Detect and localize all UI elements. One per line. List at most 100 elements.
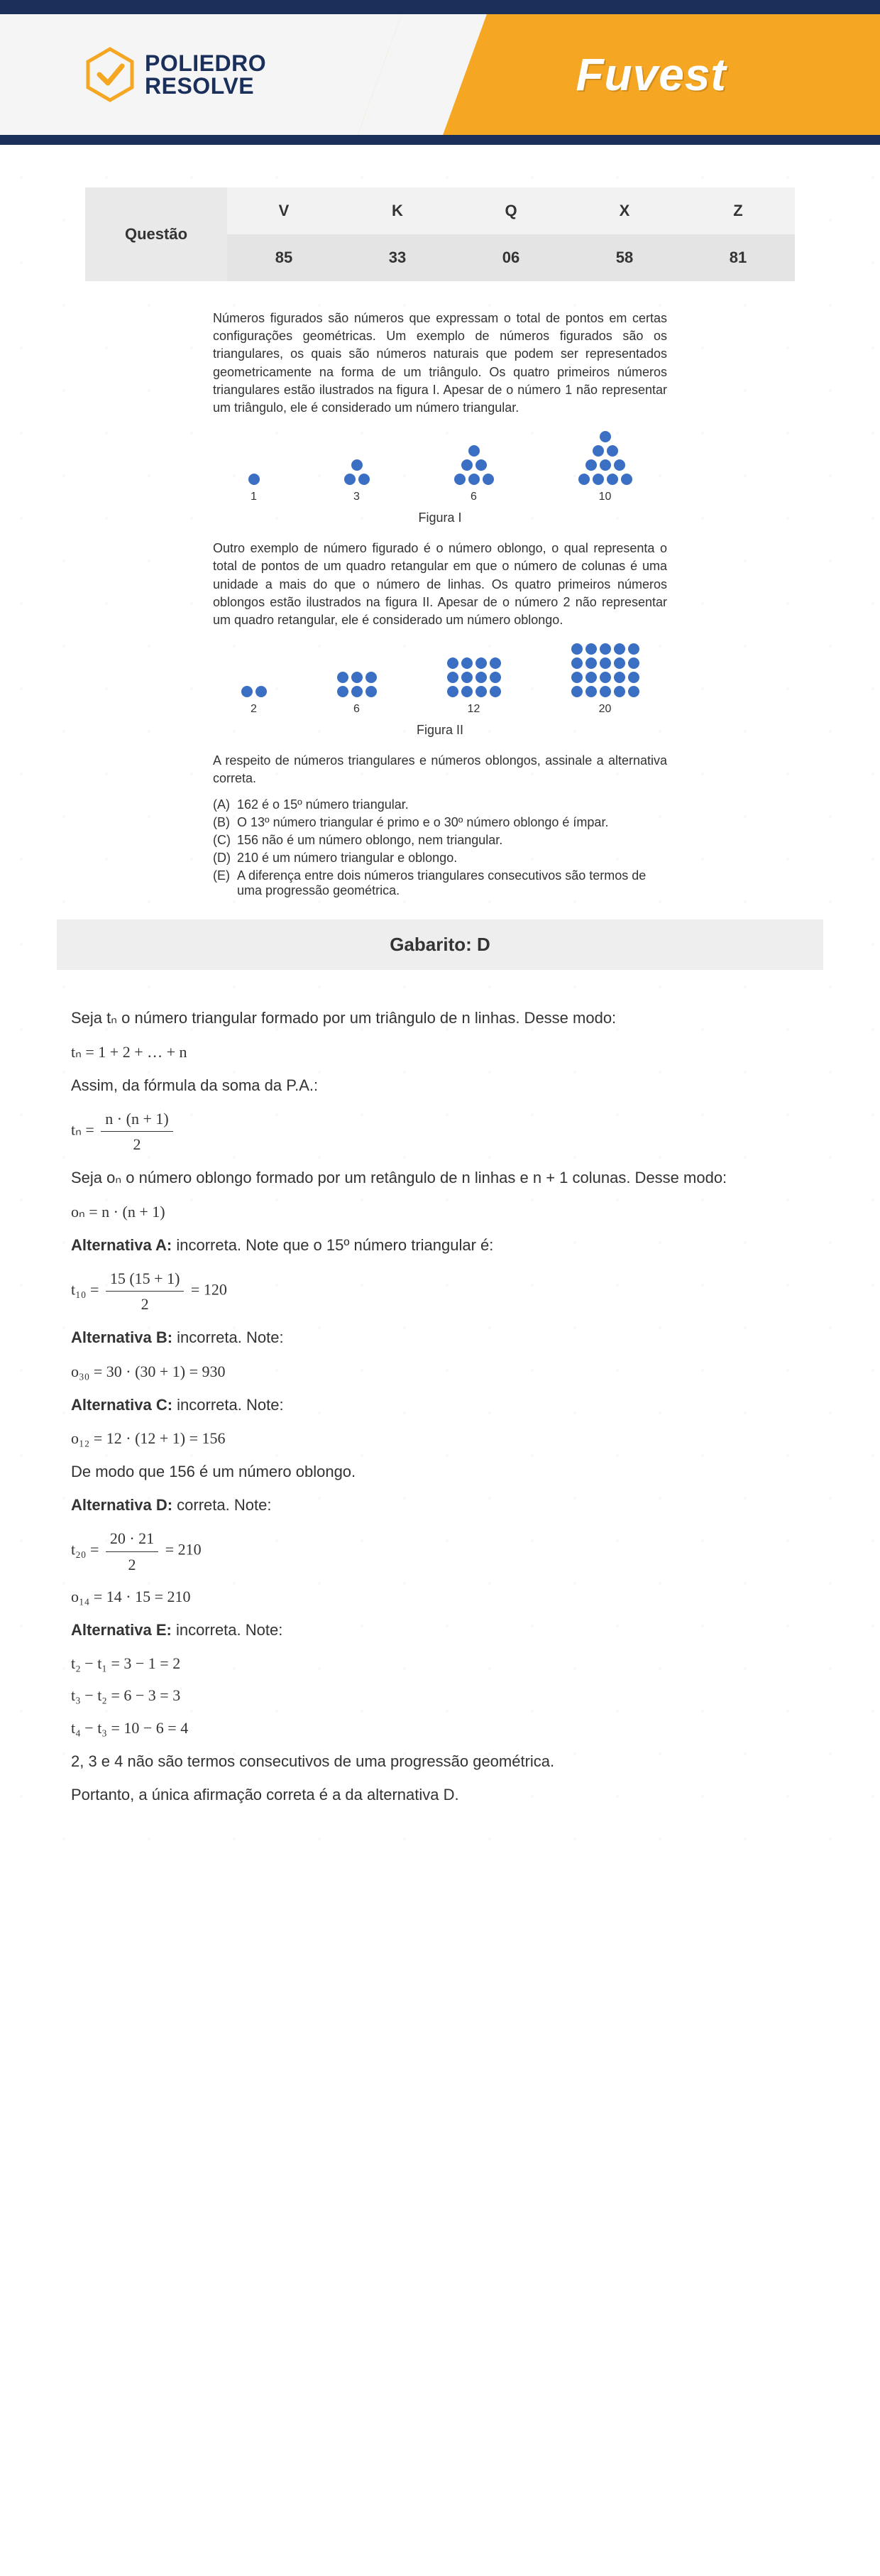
- dot-icon: [600, 686, 611, 697]
- alt-c-text: incorreta. Note:: [172, 1396, 284, 1414]
- solution: Seja tₙ o número triangular formado por …: [57, 1005, 823, 1807]
- dot-icon: [344, 474, 356, 485]
- solution-eq: oₙ = n · (n + 1): [71, 1199, 809, 1224]
- dot-icon: [365, 686, 377, 697]
- dot-icon: [600, 672, 611, 683]
- dot-icon: [585, 459, 597, 471]
- dot-icon: [628, 686, 639, 697]
- alt-b-eq: o₃₀ = 30 · (30 + 1) = 930: [71, 1359, 809, 1384]
- col-head: Z: [681, 187, 795, 234]
- dot-icon: [461, 657, 473, 669]
- dot-icon: [614, 672, 625, 683]
- alt-c-head: Alternativa C:: [71, 1396, 172, 1414]
- figure-label: 6: [353, 703, 360, 716]
- dot-icon: [571, 643, 583, 655]
- dot-icon: [614, 657, 625, 669]
- dot-icon: [255, 686, 267, 697]
- alt-e-text: incorreta. Note:: [172, 1621, 283, 1639]
- dot-icon: [571, 686, 583, 697]
- alt-e-head: Alternativa E:: [71, 1621, 172, 1639]
- alternative: (A)162 é o 15º número triangular.: [213, 797, 667, 812]
- alternative: (C)156 não é um número oblongo, nem tria…: [213, 833, 667, 848]
- question-prompt: A respeito de números triangulares e núm…: [213, 752, 667, 787]
- accent-bar: [0, 135, 880, 145]
- figure-2: 2 6 12 20 Figura II: [213, 643, 667, 738]
- alt-b-head: Alternativa B:: [71, 1328, 172, 1346]
- dot-icon: [621, 474, 632, 485]
- col-val: 85: [227, 234, 341, 281]
- figure-1-caption: Figura I: [213, 511, 667, 525]
- alt-d-eq1: t₂₀ = 20 · 21 2 = 210: [71, 1526, 809, 1576]
- dot-icon: [468, 474, 480, 485]
- eq-lhs: t₂₀ =: [71, 1541, 99, 1559]
- dot-icon: [628, 672, 639, 683]
- alt-b-analysis: Alternativa B: incorreta. Note:: [71, 1325, 809, 1350]
- dot-icon: [475, 657, 487, 669]
- dot-icon: [351, 459, 363, 471]
- dot-icon: [337, 672, 348, 683]
- logo-line2: RESOLVE: [145, 75, 266, 97]
- dot-icon: [585, 686, 597, 697]
- eq-rhs: = 210: [165, 1541, 202, 1559]
- dot-icon: [614, 459, 625, 471]
- dot-icon: [600, 431, 611, 442]
- col-val: 06: [454, 234, 568, 281]
- dot-icon: [351, 686, 363, 697]
- dot-icon: [454, 474, 466, 485]
- col-val: 33: [341, 234, 454, 281]
- eq-rhs: = 120: [191, 1281, 227, 1299]
- dot-icon: [614, 686, 625, 697]
- figure-label: 2: [251, 703, 257, 716]
- dot-icon: [571, 657, 583, 669]
- figure-1: 13610 Figura I: [213, 431, 667, 525]
- alt-e-eq: t₄ − t₃ = 10 − 6 = 4: [71, 1715, 809, 1740]
- alt-a-head: Alternativa A:: [71, 1236, 172, 1254]
- alt-c-analysis: Alternativa C: incorreta. Note:: [71, 1392, 809, 1417]
- dot-icon: [585, 643, 597, 655]
- dot-icon: [447, 672, 458, 683]
- question-paragraph-2: Outro exemplo de número figurado é o núm…: [213, 540, 667, 629]
- alt-e-analysis: Alternativa E: incorreta. Note:: [71, 1617, 809, 1642]
- alt-a-text: incorreta. Note que o 15º número triangu…: [172, 1236, 493, 1254]
- question-label: Questão: [85, 187, 227, 281]
- dot-icon: [628, 657, 639, 669]
- logo-badge-icon: [85, 46, 135, 103]
- dot-icon: [490, 657, 501, 669]
- alt-b-text: incorreta. Note:: [172, 1328, 284, 1346]
- oblong-figure: 20: [571, 643, 639, 716]
- alt-c-eq: o₁₂ = 12 · (12 + 1) = 156: [71, 1426, 809, 1451]
- eq-lhs: tₙ =: [71, 1121, 94, 1139]
- alternative-label: (E): [213, 868, 233, 898]
- figure-label: 1: [251, 491, 257, 503]
- eq-num: 15 (15 + 1): [106, 1266, 185, 1292]
- dot-icon: [593, 474, 604, 485]
- figure-2-caption: Figura II: [213, 723, 667, 738]
- alternative-text: 210 é um número triangular e oblongo.: [237, 851, 667, 866]
- triangular-figure: 6: [454, 445, 494, 503]
- eq-den: 2: [106, 1552, 158, 1577]
- dot-icon: [351, 672, 363, 683]
- dot-icon: [571, 672, 583, 683]
- alternative-text: A diferença entre dois números triangula…: [237, 868, 667, 898]
- dot-icon: [600, 459, 611, 471]
- dot-icon: [461, 686, 473, 697]
- dot-icon: [461, 672, 473, 683]
- alt-e-sentence: 2, 3 e 4 não são termos consecutivos de …: [71, 1749, 809, 1774]
- dot-icon: [468, 445, 480, 457]
- solution-line: Seja tₙ o número triangular formado por …: [71, 1005, 809, 1030]
- triangular-figure: 10: [578, 431, 632, 503]
- dot-icon: [614, 643, 625, 655]
- exam-name: Fuvest: [576, 48, 726, 101]
- dot-icon: [490, 672, 501, 683]
- alt-c-sentence: De modo que 156 é um número oblongo.: [71, 1459, 809, 1484]
- alt-d-analysis: Alternativa D: correta. Note:: [71, 1492, 809, 1517]
- question-table: Questão V K Q X Z 85 33 06 58 81: [85, 187, 795, 281]
- question-paragraph-1: Números figurados são números que expres…: [213, 310, 667, 417]
- dot-icon: [358, 474, 370, 485]
- eq-num: n · (n + 1): [101, 1106, 172, 1132]
- alternative: (B)O 13º número triangular é primo e o 3…: [213, 815, 667, 830]
- figure-label: 12: [468, 703, 480, 716]
- col-head: K: [341, 187, 454, 234]
- col-head: X: [568, 187, 681, 234]
- dot-icon: [628, 643, 639, 655]
